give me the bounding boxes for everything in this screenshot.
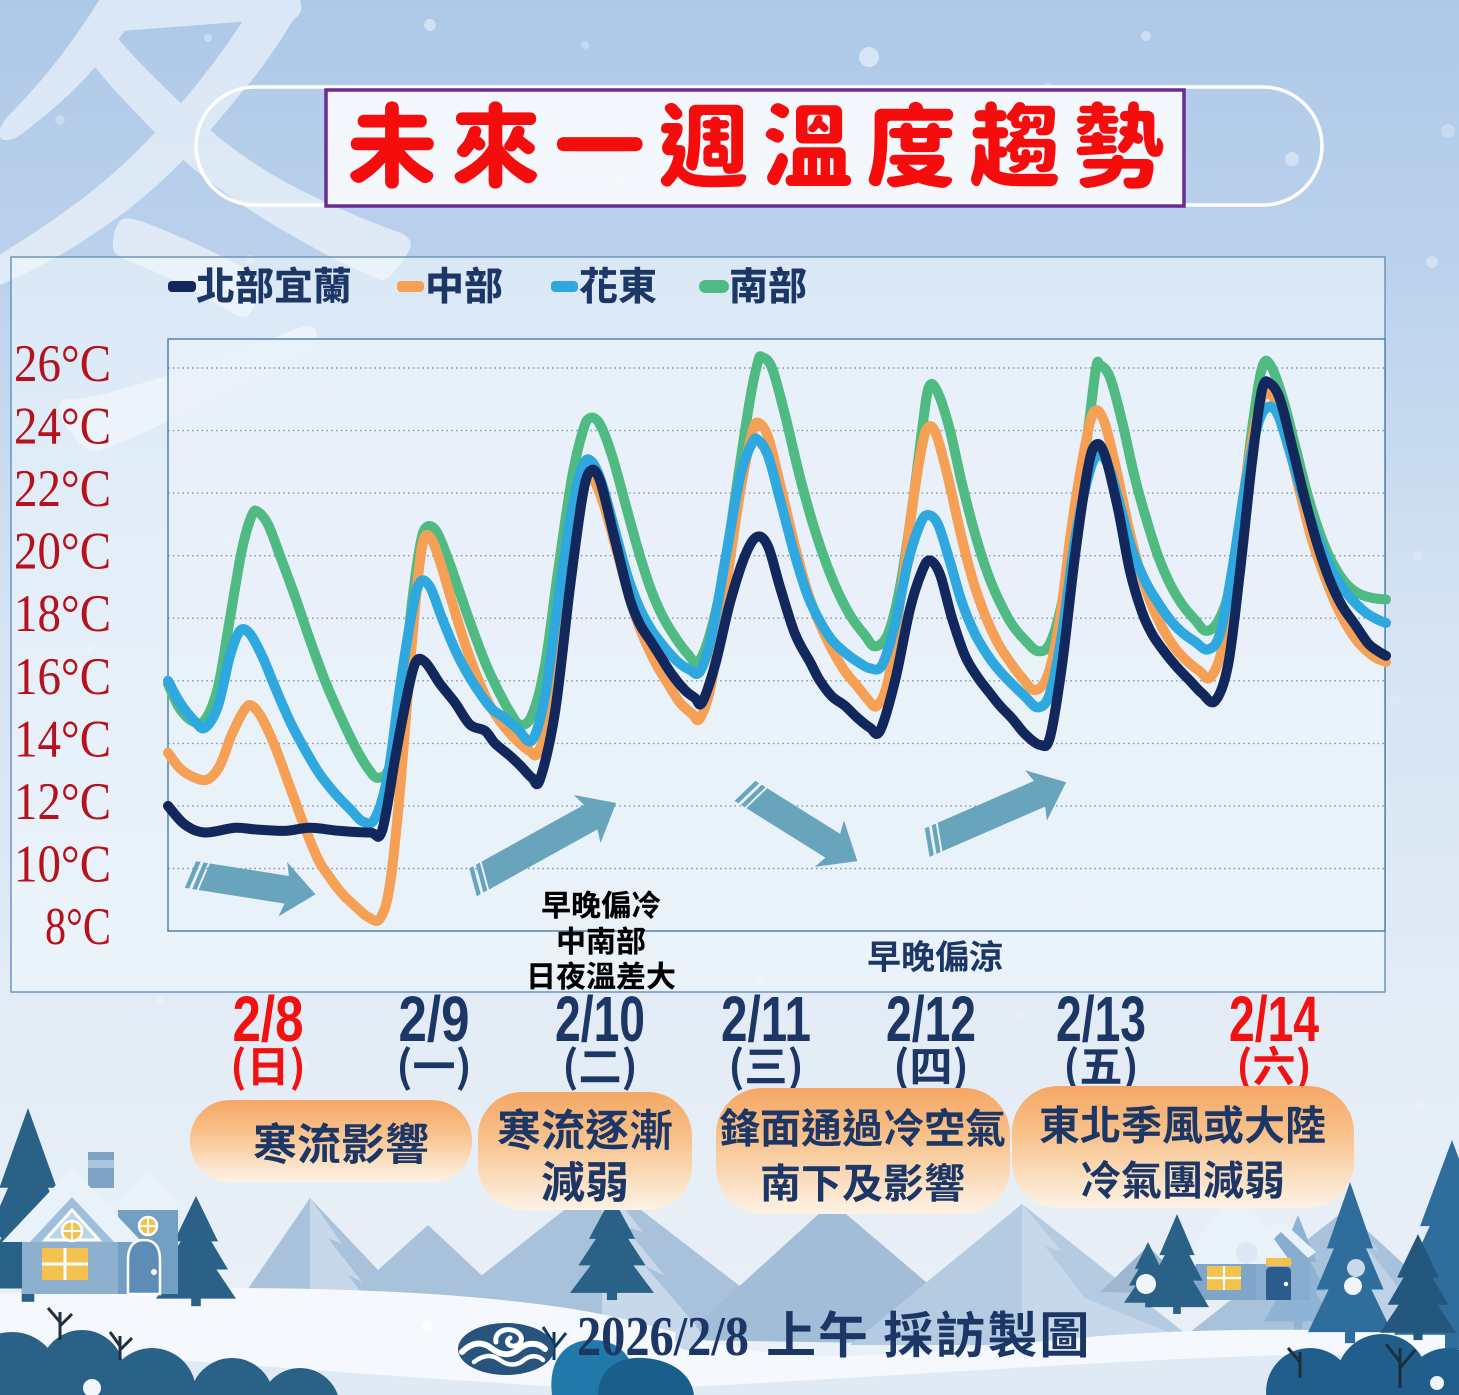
svg-text:24°C: 24°C bbox=[14, 398, 111, 456]
svg-text:20°C: 20°C bbox=[14, 523, 111, 581]
svg-text:26°C: 26°C bbox=[14, 335, 111, 393]
svg-text:2/9: 2/9 bbox=[399, 983, 470, 1055]
svg-text:12°C: 12°C bbox=[14, 773, 111, 831]
svg-text:10°C: 10°C bbox=[14, 836, 111, 894]
svg-text:16°C: 16°C bbox=[14, 648, 111, 706]
svg-text:2/14: 2/14 bbox=[1229, 983, 1319, 1055]
svg-text:2/8: 2/8 bbox=[233, 983, 304, 1055]
svg-text:2/10: 2/10 bbox=[555, 983, 645, 1055]
svg-text:2/13: 2/13 bbox=[1056, 983, 1146, 1055]
svg-text:2026/2/8: 2026/2/8 bbox=[577, 1306, 749, 1368]
svg-text:8°C: 8°C bbox=[45, 898, 111, 956]
svg-text:14°C: 14°C bbox=[14, 710, 111, 768]
svg-text:2/12: 2/12 bbox=[886, 983, 976, 1055]
svg-text:2/11: 2/11 bbox=[721, 983, 811, 1055]
svg-text:22°C: 22°C bbox=[14, 460, 111, 518]
svg-text:18°C: 18°C bbox=[14, 585, 111, 643]
